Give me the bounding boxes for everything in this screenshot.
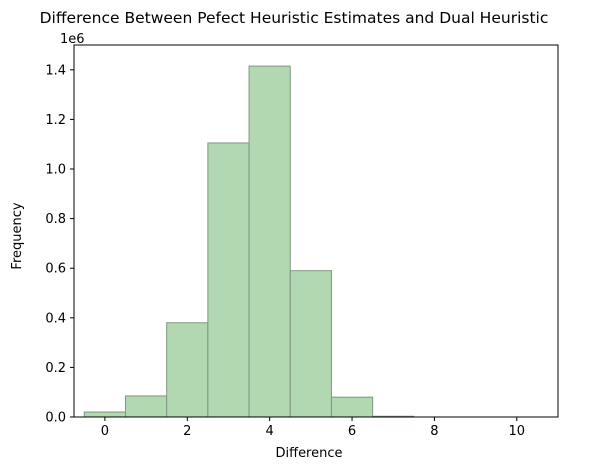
y-axis-offset-label: 1e6 [60,32,85,47]
x-tick-label: 4 [266,424,274,439]
bars-group [83,65,415,418]
histogram-bar [330,396,374,418]
y-tick-label: 0.2 [45,361,66,376]
x-axis-ticks: 0 2 4 6 8 10 [101,417,525,439]
y-tick-label: 0.8 [45,212,66,227]
histogram-bar [124,395,168,418]
histogram-bar [166,322,209,418]
y-axis-title: Frequency [10,202,25,269]
histogram-bar [83,411,126,418]
y-tick-label: 1.4 [45,63,66,78]
y-tick-label: 1.0 [45,163,66,178]
histogram-bar [207,142,250,418]
chart-title: Difference Between Pefect Heuristic Esti… [40,9,549,27]
y-tick-label: 0.6 [45,262,66,277]
y-axis-ticks: 0.0 0.2 0.4 0.6 0.8 1.0 1.2 1.4 [45,63,74,426]
histogram-bar [248,65,291,418]
x-tick-label: 6 [348,424,356,439]
x-tick-label: 0 [101,424,109,439]
y-tick-label: 0.4 [45,311,66,326]
x-axis-title: Difference [275,446,342,461]
y-tick-label: 0.0 [45,411,66,426]
x-tick-label: 8 [430,424,438,439]
x-tick-label: 2 [183,424,191,439]
y-tick-label: 1.2 [45,113,66,128]
plot-area-frame [73,44,559,418]
x-tick-label: 10 [509,424,526,439]
histogram-bar [289,270,332,418]
